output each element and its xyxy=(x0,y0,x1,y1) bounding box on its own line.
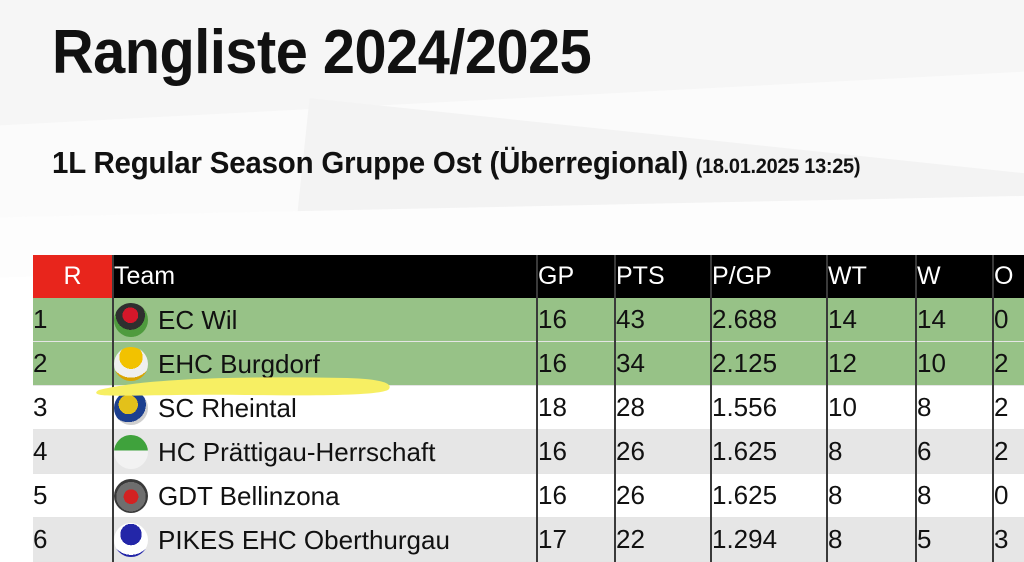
cell-pgp: 1.556 xyxy=(711,385,828,430)
cell-wt: 14 xyxy=(827,298,917,342)
cell-wt: 8 xyxy=(827,429,917,474)
standings-table-body: 1 EC Wil 16 43 2.688 14 14 0 2 EHC Burgdorf 16 34 2.… xyxy=(33,298,1024,562)
cell-rank: 4 xyxy=(33,429,114,474)
cell-otw: 2 xyxy=(993,341,1024,386)
cell-team: EHC Burgdorf xyxy=(113,341,538,386)
cell-team: HC Prättigau-Herrschaft xyxy=(113,429,538,474)
cell-wt: 8 xyxy=(827,473,917,518)
cell-w: 14 xyxy=(916,298,994,342)
cell-gp: 16 xyxy=(537,298,616,342)
cell-otw: 2 xyxy=(993,429,1024,474)
cell-otw: 3 xyxy=(993,517,1024,562)
slide-subtitle: 1L Regular Season Gruppe Ost (Überregion… xyxy=(52,145,689,180)
cell-pgp: 2.688 xyxy=(711,298,828,342)
cell-pts: 28 xyxy=(615,385,712,430)
cell-w: 6 xyxy=(916,429,994,474)
column-header-otw[interactable]: O xyxy=(993,255,1024,298)
cell-gp: 16 xyxy=(537,473,616,518)
cell-team: SC Rheintal xyxy=(113,385,538,430)
cell-rank: 1 xyxy=(33,298,114,342)
team-logo-icon xyxy=(114,522,148,557)
subtitle-timestamp: (18.01.2025 13:25) xyxy=(695,155,861,178)
column-header-w[interactable]: W xyxy=(916,255,994,298)
cell-pts: 34 xyxy=(615,341,712,386)
team-logo-icon xyxy=(114,478,148,513)
cell-pts: 43 xyxy=(615,298,712,342)
cell-w: 5 xyxy=(916,517,994,562)
cell-wt: 8 xyxy=(827,517,917,562)
slide-subtitle-row: 1L Regular Season Gruppe Ost (Überregion… xyxy=(52,145,861,181)
team-name-label: EHC Burgdorf xyxy=(158,348,320,379)
column-header-gp[interactable]: GP xyxy=(537,255,616,298)
cell-w: 8 xyxy=(916,385,994,430)
cell-rank: 2 xyxy=(33,341,114,386)
cell-gp: 16 xyxy=(537,429,616,474)
cell-gp: 16 xyxy=(537,341,616,386)
cell-pgp: 1.625 xyxy=(711,429,828,474)
cell-pts: 26 xyxy=(615,429,712,474)
cell-rank: 5 xyxy=(33,473,114,518)
table-row[interactable]: 3 SC Rheintal 18 28 1.556 10 8 2 xyxy=(33,385,1024,430)
standings-table: R Team GP PTS P/GP WT W O 1 EC Wil 16 43 2.6… xyxy=(33,255,1024,562)
team-name-label: HC Prättigau-Herrschaft xyxy=(158,436,436,467)
table-row[interactable]: 5 GDT Bellinzona 16 26 1.625 8 8 0 xyxy=(33,473,1024,518)
column-header-pgp[interactable]: P/GP xyxy=(711,255,828,298)
cell-team: GDT Bellinzona xyxy=(113,473,538,518)
cell-team: EC Wil xyxy=(113,298,538,342)
table-row[interactable]: 2 EHC Burgdorf 16 34 2.125 12 10 2 xyxy=(33,341,1024,386)
slide-title: Rangliste 2024/2025 xyxy=(52,18,592,87)
team-name-label: PIKES EHC Oberthurgau xyxy=(158,524,450,555)
cell-pts: 26 xyxy=(615,473,712,518)
table-row[interactable]: 4 HC Prättigau-Herrschaft 16 26 1.625 8 6 2 xyxy=(33,429,1024,474)
cell-pts: 22 xyxy=(615,517,712,562)
cell-gp: 18 xyxy=(537,385,616,430)
cell-otw: 0 xyxy=(993,298,1024,342)
cell-w: 10 xyxy=(916,341,994,386)
table-header-row: R Team GP PTS P/GP WT W O xyxy=(33,255,1024,298)
cell-team: PIKES EHC Oberthurgau xyxy=(113,517,538,562)
cell-otw: 0 xyxy=(993,473,1024,518)
team-logo-icon xyxy=(114,302,148,337)
team-logo-icon xyxy=(114,434,148,469)
table-row[interactable]: 1 EC Wil 16 43 2.688 14 14 0 xyxy=(33,298,1024,342)
team-logo-icon xyxy=(114,390,148,425)
column-header-rank[interactable]: R xyxy=(33,255,114,298)
table-row[interactable]: 6 PIKES EHC Oberthurgau 17 22 1.294 8 5 3 xyxy=(33,517,1024,562)
cell-w: 8 xyxy=(916,473,994,518)
column-header-pts[interactable]: PTS xyxy=(615,255,712,298)
team-logo-icon xyxy=(114,346,148,381)
team-name-label: SC Rheintal xyxy=(158,392,297,423)
cell-pgp: 1.294 xyxy=(711,517,828,562)
column-header-team[interactable]: Team xyxy=(113,255,538,298)
cell-wt: 12 xyxy=(827,341,917,386)
cell-gp: 17 xyxy=(537,517,616,562)
cell-rank: 6 xyxy=(33,517,114,562)
team-name-label: EC Wil xyxy=(158,304,238,335)
team-name-label: GDT Bellinzona xyxy=(158,480,340,511)
column-header-wt[interactable]: WT xyxy=(827,255,917,298)
cell-wt: 10 xyxy=(827,385,917,430)
cell-pgp: 1.625 xyxy=(711,473,828,518)
cell-rank: 3 xyxy=(33,385,114,430)
cell-otw: 2 xyxy=(993,385,1024,430)
cell-pgp: 2.125 xyxy=(711,341,828,386)
